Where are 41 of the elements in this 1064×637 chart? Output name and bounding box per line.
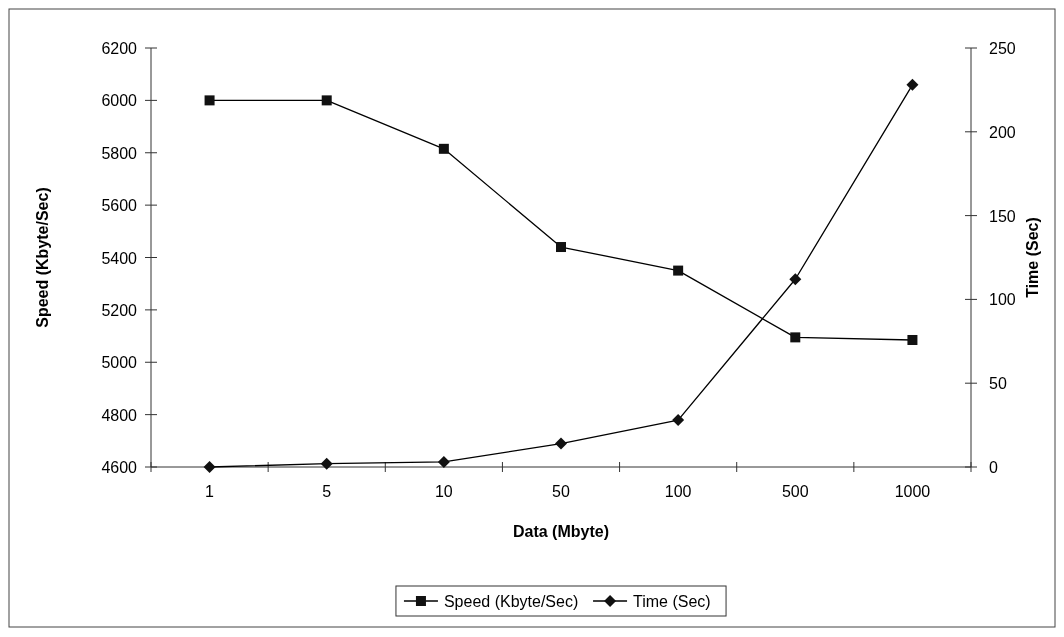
point (789, 273, 802, 286)
y-tick-label: 5800 (101, 144, 138, 162)
x-tick-label: 1 (205, 483, 215, 500)
y-tick-label: 5400 (101, 249, 138, 267)
x-tick-label: 5 (322, 483, 332, 500)
y-tick-label: 4800 (101, 406, 138, 424)
x-tick-label: 1000 (894, 483, 931, 500)
y2-axis-title: Time (Sec) (1024, 217, 1041, 298)
point (907, 334, 918, 345)
x-tick-label: 50 (552, 483, 570, 500)
point (790, 332, 801, 343)
legend-label: Speed (Kbyte/Sec) (443, 593, 579, 610)
x-axis-title: Data (Mbyte) (512, 523, 610, 540)
x-tick-label: 100 (664, 483, 692, 500)
y2-tick-label: 50 (989, 375, 1007, 393)
point (673, 265, 684, 276)
y2-tick-label: 250 (989, 40, 1016, 57)
point (320, 457, 333, 470)
point (672, 414, 685, 427)
point (556, 242, 566, 253)
y-tick-label: 5600 (101, 197, 138, 215)
x-tick-label: 500 (781, 483, 809, 500)
y-tick-label: 5000 (101, 354, 138, 372)
y2-tick-label: 150 (989, 207, 1016, 225)
y-tick-label: 6200 (101, 40, 138, 57)
point (438, 143, 449, 154)
y2-tick-label: 100 (989, 291, 1016, 309)
y2-tick-label: 200 (989, 123, 1016, 141)
y-tick-label: 4600 (101, 459, 138, 476)
point (906, 78, 919, 91)
y2-tick-label: 0 (989, 459, 998, 476)
point (204, 95, 215, 106)
point (555, 437, 567, 450)
y-tick-label: 5200 (101, 301, 138, 319)
point (203, 461, 216, 473)
y-axis-title: Speed (Kbyte/Sec) (34, 187, 51, 328)
legend-label: Time (Sec) (633, 593, 711, 610)
y-tick-label: 6000 (101, 92, 138, 110)
x-tick-label: 10 (434, 483, 453, 500)
point (437, 455, 450, 468)
point (321, 95, 332, 106)
